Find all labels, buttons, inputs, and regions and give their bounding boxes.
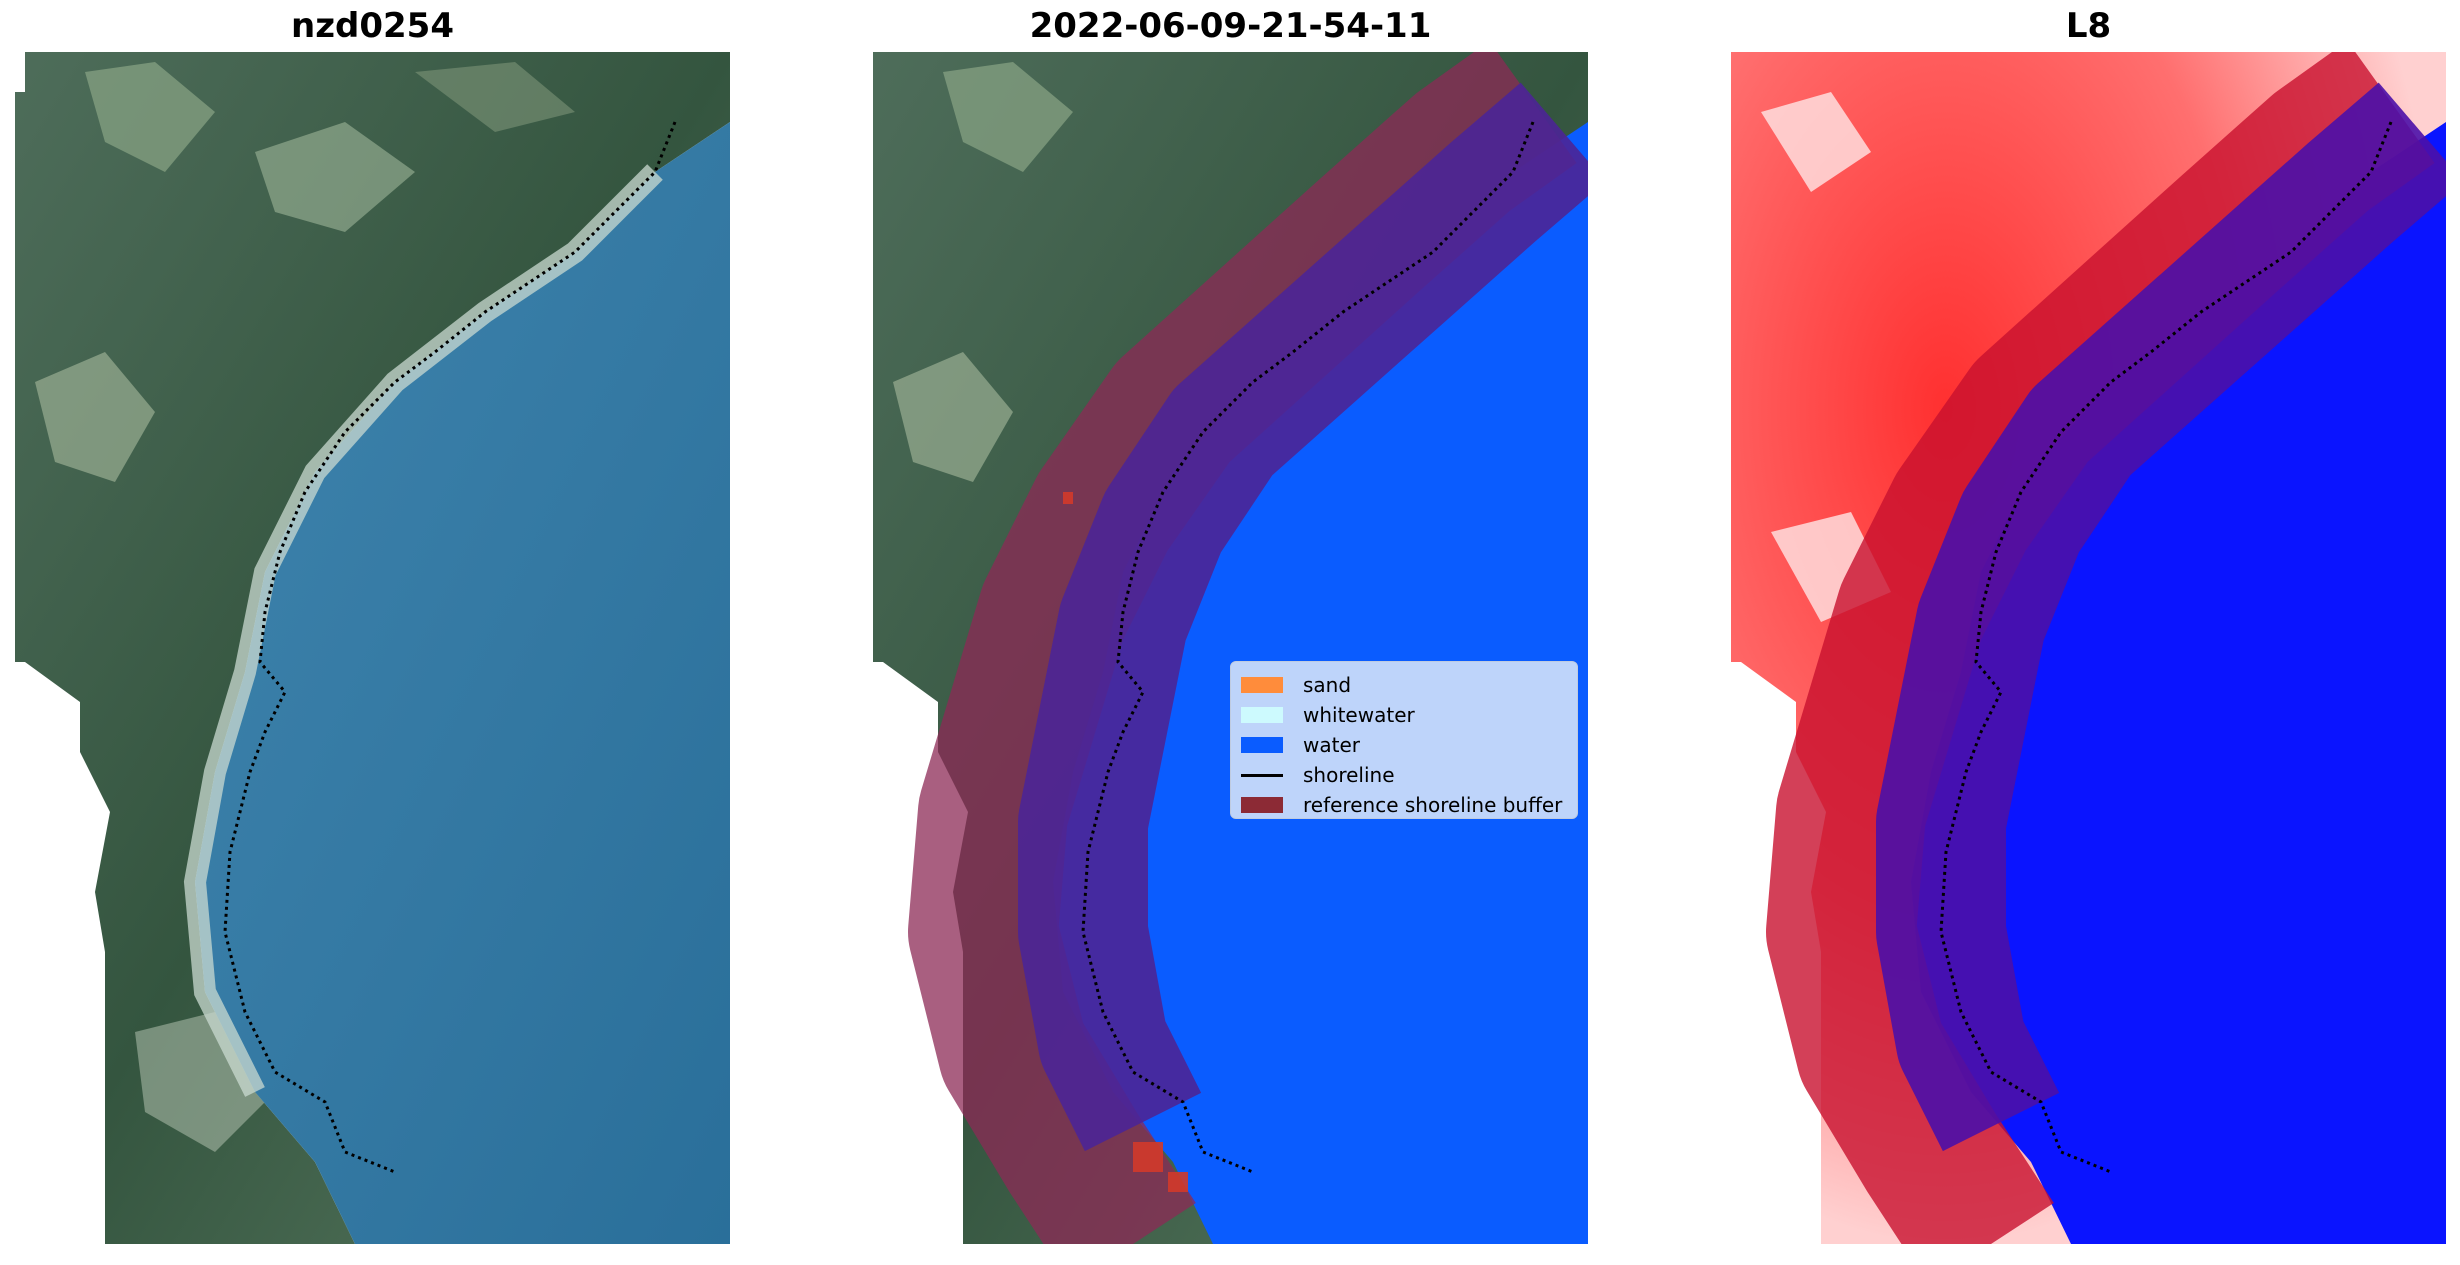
- legend-label: reference shoreline buffer: [1303, 793, 1563, 817]
- legend-swatch-whitewater: [1241, 707, 1283, 723]
- legend-label: water: [1303, 733, 1360, 757]
- legend: sand whitewater water shoreline referenc…: [1230, 661, 1578, 819]
- panel-title-rgb: nzd0254: [291, 6, 454, 46]
- legend-label: shoreline: [1303, 763, 1395, 787]
- legend-label: sand: [1303, 673, 1352, 697]
- index-heatmap-image: [1731, 52, 2446, 1244]
- legend-swatch-buffer: [1241, 797, 1283, 813]
- legend-item-whitewater: whitewater: [1241, 700, 1567, 730]
- legend-label: whitewater: [1303, 703, 1415, 727]
- legend-item-water: water: [1241, 730, 1567, 760]
- legend-item-shoreline: shoreline: [1241, 760, 1567, 790]
- rgb-satellite-image: [15, 52, 730, 1244]
- panel-title-classified: 2022-06-09-21-54-11: [1029, 6, 1432, 46]
- classified-image: [873, 52, 1588, 1244]
- legend-swatch-shoreline: [1241, 773, 1283, 777]
- legend-item-buffer: reference shoreline buffer: [1241, 790, 1567, 820]
- panel-title-index: L8: [2065, 6, 2112, 46]
- legend-swatch-water: [1241, 737, 1283, 753]
- legend-swatch-sand: [1241, 677, 1283, 693]
- legend-item-sand: sand: [1241, 670, 1567, 700]
